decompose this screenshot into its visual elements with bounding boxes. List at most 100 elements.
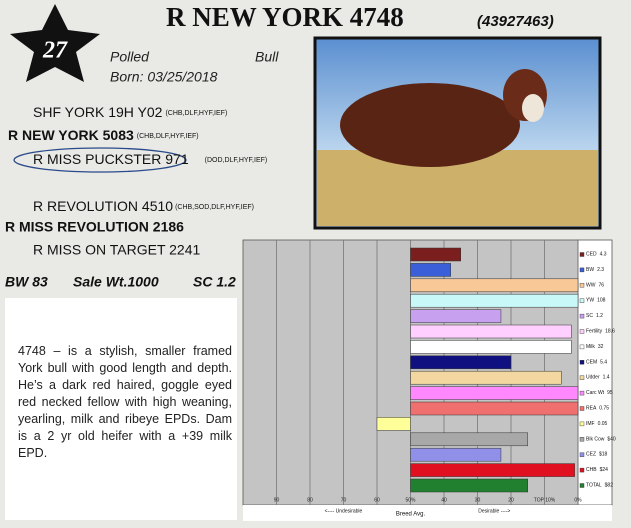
description: 4748 – is a stylish, smaller framed York… [18,344,232,460]
legend-swatch [579,313,585,319]
legend-label: Carc Wt 95 [586,390,613,396]
legend-label: TOTAL $82 [586,483,613,489]
legend-swatch [579,406,585,411]
x-tick-label: 90 [274,497,280,503]
trait-name: IMF [586,421,595,427]
trait-name: Udder [586,375,600,381]
trait-epd: 0.05 [598,421,608,427]
legend-label: CHB $24 [586,467,608,473]
trait-epd: 0.75 [599,406,609,412]
legend-label: Milk 32 [586,344,604,350]
stat: SC 1.2 [193,274,236,290]
born: Born: 03/25/2018 [110,69,218,85]
x-tick-label: 40 [441,497,447,503]
legend-label: CEZ $18 [586,452,608,458]
axis-label-right: Desirable ----> [478,508,510,514]
legend-label: Fertility 18.6 [586,329,615,335]
trait-name: WW [586,283,596,289]
x-tick-label: 0% [574,497,582,503]
legend-swatch [579,452,585,457]
x-tick-label: 80 [307,497,313,503]
x-tick-label: 60 [374,497,380,503]
pedigree-name: SHF YORK 19H Y02 (CHB,DLF,HYF,IEF) [33,104,227,120]
trait-epd: $24 [600,467,609,473]
x-tick-label: 50% [405,497,416,503]
legend-panel [577,239,613,506]
trait-name: Blk Cow [586,437,605,443]
trait-name: CED [586,252,597,258]
lot-star [10,4,100,82]
bar [410,355,512,370]
trait-name: CEM [586,360,597,366]
legend-swatch [579,390,585,396]
trait-epd: 2.3 [597,267,604,273]
legend-swatch [579,267,585,273]
legend-swatch [579,283,585,288]
legend-label: Udder 1.4 [586,375,610,381]
legend-swatch [579,344,585,350]
legend-swatch [579,252,585,257]
x-tick-label: 30 [475,497,481,503]
trait-name: CEZ [586,452,596,458]
bar [410,340,572,354]
trait-epd: 1.2 [596,313,603,319]
pedigree-name: R MISS PUCKSTER 971 (DOD,DLF,HYF,IEF) [33,151,267,167]
trait-epd: 1.4 [603,375,610,381]
pedigree-name: R MISS REVOLUTION 2186 [5,219,184,235]
legend-swatch [579,329,585,334]
trait-epd: $82 [605,483,614,489]
x-tick-label: 20 [508,497,514,503]
legend-label: REA 0.75 [586,406,609,412]
trait-epd: 4.3 [600,252,607,258]
trait-name: CHB [586,467,597,473]
legend-label: IMF 0.05 [586,421,608,427]
bar [410,309,502,323]
bar [410,463,575,477]
highlight-oval [13,147,187,173]
legend-label: CEM 5.4 [586,360,607,366]
legend-label: CED 4.3 [586,252,607,258]
legend-swatch [579,421,585,427]
legend-swatch [579,298,585,303]
trait-name: Fertility [586,329,603,335]
photo-bull [340,83,520,167]
x-tick-label: 70 [341,497,347,503]
pedigree-name: R NEW YORK 5083 (CHB,DLF,HYF,IEF) [8,127,199,143]
lot-number: 27 [42,38,68,64]
trait-epd: 76 [598,283,604,289]
legend-label: Blk Cow $40 [586,437,616,443]
legend-label: BW 2.3 [586,267,604,273]
registration: (43927463) [477,13,554,30]
description-panel [5,298,237,520]
trait-epd: 18.6 [605,329,615,335]
trait-epd: 108 [597,298,606,304]
photo-bull-face [522,94,544,122]
legend-swatch [579,483,585,488]
bar [410,247,461,262]
pedigree-name: R MISS ON TARGET 2241 [33,242,200,258]
bar [410,478,528,493]
legend-swatch [579,360,585,365]
bar [410,370,562,385]
bar [410,386,579,400]
axis-label-left: <---- Undesirable [325,508,363,514]
legend-label: SC 1.2 [586,313,603,319]
trait-name: Milk [586,344,595,350]
trait-name: YW [586,298,594,304]
bar [410,401,579,416]
x-tick-label: TOP 10% [534,497,556,503]
legend-swatch [579,437,585,442]
trait-name: Carc Wt [586,390,605,396]
title: R NEW YORK 4748 [166,2,404,32]
pedigree-name: R REVOLUTION 4510 (CHB,SOD,DLF,HYF,IEF) [33,198,254,214]
trait-epd: 95 [607,390,613,396]
axis-strip [243,505,612,521]
bar [410,263,451,277]
trait-name: REA [586,406,597,412]
bar [376,417,411,431]
polled: Polled [110,49,150,65]
sex: Bull [255,49,279,65]
stat: BW 83 [5,274,48,290]
